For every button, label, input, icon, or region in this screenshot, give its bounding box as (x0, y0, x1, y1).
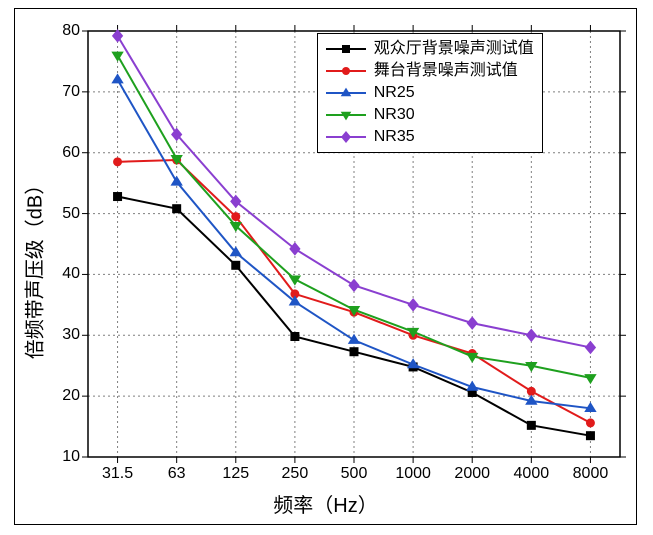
legend-item: 观众厅背景噪声测试值 (324, 38, 534, 60)
y-tick-label: 10 (40, 448, 80, 466)
legend-swatch (324, 62, 368, 80)
x-tick-label: 4000 (514, 465, 550, 483)
legend-swatch (324, 106, 368, 124)
x-tick-label: 63 (168, 465, 186, 483)
legend-item: NR30 (324, 104, 534, 126)
x-tick-label: 1000 (395, 465, 431, 483)
chart-outer-frame: 倍频带声压级（dB） 频率（Hz） 102030405060708031.563… (14, 8, 637, 525)
x-tick-label: 8000 (573, 465, 609, 483)
x-tick-label: 2000 (454, 465, 490, 483)
y-tick-label: 20 (40, 387, 80, 405)
x-tick-label: 500 (341, 465, 368, 483)
legend-label: NR30 (374, 104, 415, 126)
y-tick-label: 60 (40, 144, 80, 162)
y-tick-label: 30 (40, 326, 80, 344)
x-tick-label: 31.5 (102, 465, 133, 483)
chart-legend: 观众厅背景噪声测试值舞台背景噪声测试值NR25NR30NR35 (317, 33, 543, 153)
legend-item: 舞台背景噪声测试值 (324, 60, 534, 82)
y-tick-label: 40 (40, 265, 80, 283)
legend-swatch (324, 40, 368, 58)
chart-container: 倍频带声压级（dB） 频率（Hz） 102030405060708031.563… (0, 0, 653, 535)
legend-item: NR25 (324, 82, 534, 104)
legend-label: NR35 (374, 126, 415, 148)
y-tick-label: 50 (40, 205, 80, 223)
legend-label: 舞台背景噪声测试值 (374, 60, 518, 82)
legend-swatch (324, 84, 368, 102)
x-tick-label: 250 (282, 465, 309, 483)
x-tick-label: 125 (222, 465, 249, 483)
y-tick-label: 70 (40, 83, 80, 101)
legend-swatch (324, 128, 368, 146)
legend-item: NR35 (324, 126, 534, 148)
legend-label: 观众厅背景噪声测试值 (374, 38, 534, 60)
x-axis-label: 频率（Hz） (15, 489, 636, 518)
legend-label: NR25 (374, 82, 415, 104)
y-tick-label: 80 (40, 22, 80, 40)
